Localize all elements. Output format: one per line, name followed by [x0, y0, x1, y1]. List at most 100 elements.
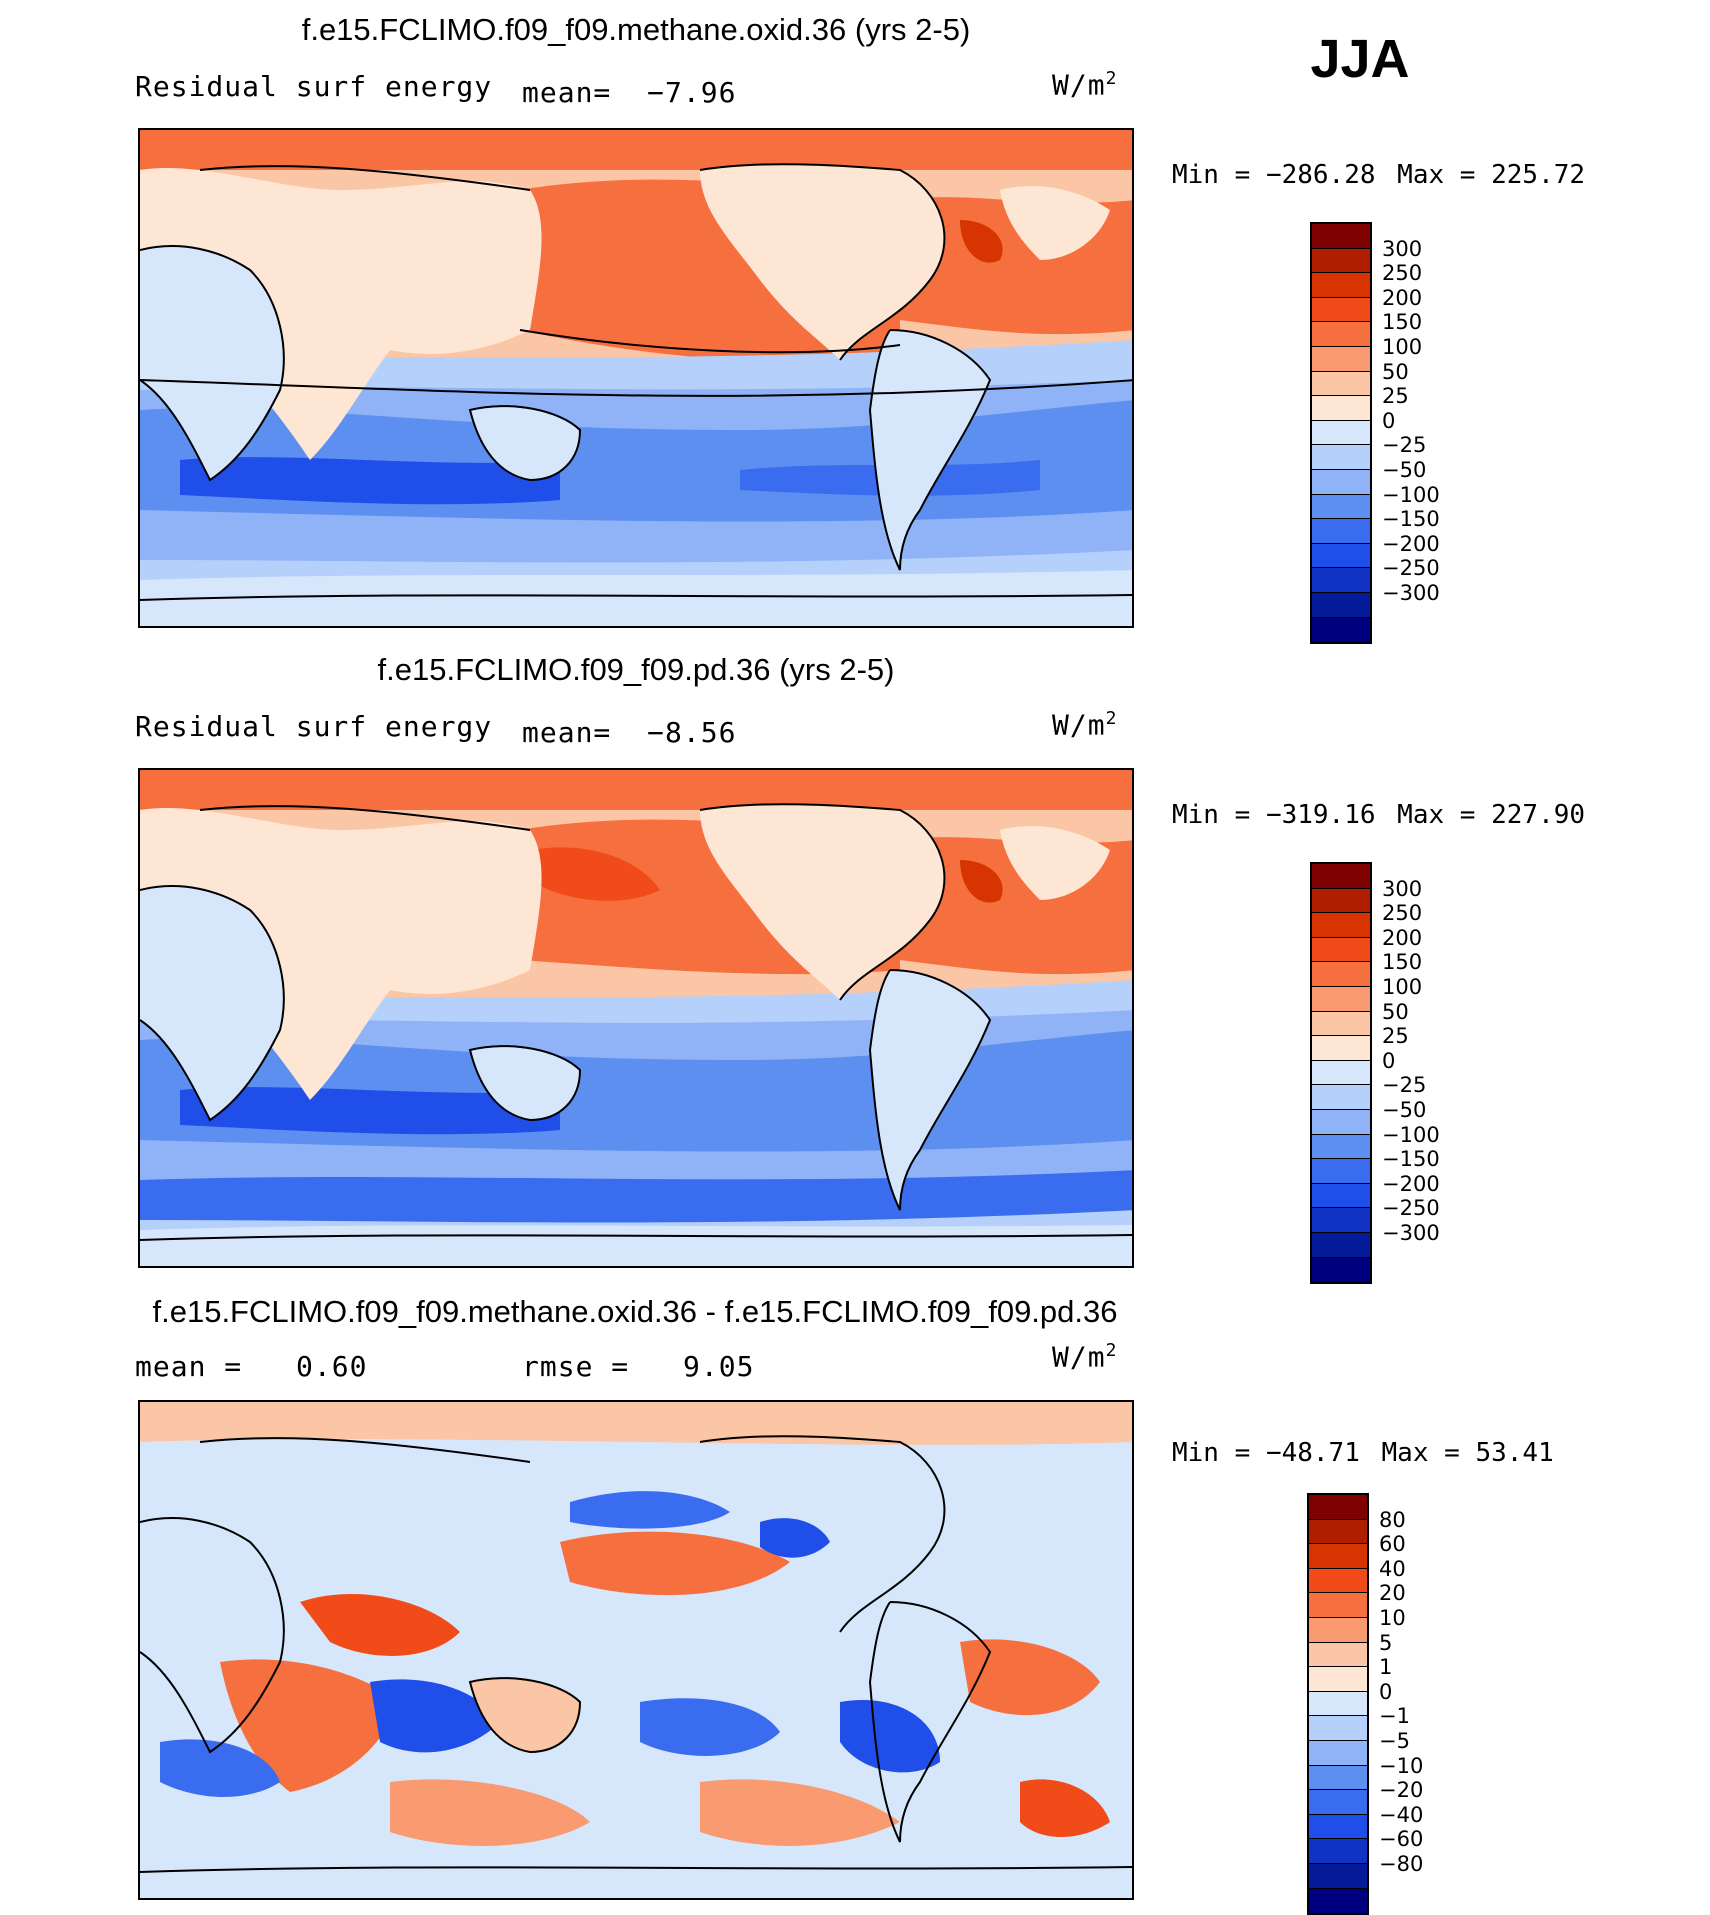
colorbar-swatch	[1312, 986, 1370, 1012]
mean-stat: mean= −8.56	[522, 716, 736, 749]
colorbar-swatch	[1309, 1740, 1367, 1766]
colorbar-swatch	[1309, 1667, 1367, 1692]
colorbar-swatch	[1312, 1208, 1370, 1233]
colorbar-tick-label: 1	[1379, 1655, 1393, 1680]
colorbar-tick-label: −100	[1382, 1122, 1440, 1147]
colorbar-tick-label: 200	[1382, 285, 1423, 310]
colorbar-swatch	[1312, 224, 1370, 249]
colorbar-swatch	[1312, 445, 1370, 470]
colorbar-swatch	[1312, 1060, 1370, 1086]
max-value: 227.90	[1491, 800, 1586, 830]
colorbar-swatches	[1310, 862, 1372, 1285]
rmse-stat: rmse = 9.05	[522, 1350, 754, 1383]
colorbar-tick-label: −60	[1379, 1827, 1424, 1852]
colorbar-swatch	[1312, 1109, 1370, 1135]
rmse-label: rmse =	[522, 1350, 630, 1383]
colorbar-tick-label: 0	[1382, 1048, 1396, 1073]
colorbar-tick-label: 150	[1382, 310, 1423, 335]
colorbar-swatch	[1309, 1765, 1367, 1791]
colorbar-swatch	[1312, 248, 1370, 274]
colorbar-swatch	[1312, 1159, 1370, 1184]
colorbar-swatch	[1309, 1568, 1367, 1594]
colorbar-tick-label: −100	[1382, 482, 1440, 507]
colorbar-swatch	[1309, 1593, 1367, 1618]
colorbar-tick-label: −50	[1382, 1098, 1427, 1122]
colorbar-tick-label: −50	[1382, 458, 1427, 482]
mean-stat: mean= −7.96	[522, 76, 736, 109]
colorbar-swatch	[1312, 1011, 1370, 1037]
colorbar-swatch	[1309, 1888, 1367, 1914]
colorbar-tick-label: 100	[1382, 975, 1423, 999]
colorbar-tick-label: 25	[1382, 384, 1409, 409]
colorbar-tick-label: −1	[1379, 1704, 1410, 1729]
min-label: Min =	[1172, 800, 1251, 830]
max-label: Max =	[1397, 160, 1476, 190]
panel-methane-oxid: f.e15.FCLIMO.f09_f09.methane.oxid.36 (yr…	[0, 0, 1710, 645]
mean-value: 0.60	[296, 1350, 368, 1383]
max-value: 53.41	[1475, 1438, 1554, 1468]
colorbar-swatch	[1309, 1839, 1367, 1864]
colorbar-swatch	[1312, 297, 1370, 323]
colorbar-tick-label: 10	[1379, 1606, 1406, 1630]
colorbar-tick-label: −250	[1382, 1196, 1440, 1221]
min-label: Min =	[1172, 1438, 1251, 1468]
units-label: W/m2	[1052, 1340, 1118, 1374]
max-value: 225.72	[1491, 160, 1586, 190]
mean-value: −8.56	[647, 716, 737, 749]
max-label: Max =	[1381, 1438, 1460, 1468]
season-title: JJA	[1310, 29, 1410, 89]
colorbar-tick-label: −200	[1382, 1171, 1440, 1196]
variable-label: Residual surf energy	[135, 70, 493, 103]
mean-value: −7.96	[647, 76, 737, 109]
colorbar-swatch	[1312, 322, 1370, 347]
colorbar-swatch	[1312, 420, 1370, 446]
colorbar-tick-label: 80	[1379, 1507, 1406, 1532]
colorbar-swatch	[1312, 1232, 1370, 1258]
colorbar-swatch	[1309, 1790, 1367, 1815]
colorbar-swatch	[1312, 617, 1370, 643]
colorbar-swatch	[1312, 371, 1370, 397]
max-label: Max =	[1397, 800, 1476, 830]
variable-label: Residual surf energy	[135, 710, 493, 743]
colorbar-swatch	[1309, 1716, 1367, 1741]
rmse-value: 9.05	[683, 1350, 755, 1383]
min-max-readout: Min = −319.16 Max = 227.90	[1172, 800, 1585, 830]
colorbar-tick-label: −25	[1382, 433, 1427, 458]
colorbar-tick-label: 200	[1382, 925, 1423, 950]
colorbar-tick-label: −300	[1382, 581, 1440, 605]
colorbar-tick-label: 300	[1382, 876, 1423, 901]
colorbar-tick-label: −5	[1379, 1729, 1410, 1753]
mean-label: mean=	[522, 76, 612, 109]
colorbar-tick-label: 250	[1382, 261, 1423, 286]
colorbar-swatch	[1312, 1257, 1370, 1283]
panel-difference: f.e15.FCLIMO.f09_f09.methane.oxid.36 - f…	[0, 1280, 1710, 1915]
colorbar-tick-label: −80	[1379, 1852, 1424, 1876]
colorbar-swatch	[1309, 1495, 1367, 1520]
colorbar-swatches	[1307, 1493, 1369, 1915]
colorbar-swatch	[1309, 1519, 1367, 1545]
colorbar-tick-label: −25	[1382, 1073, 1427, 1098]
colorbar-tick-label: −150	[1382, 507, 1440, 532]
panel-pd: f.e15.FCLIMO.f09_f09.pd.36 (yrs 2-5) Res…	[0, 640, 1710, 1285]
colorbar-tick-label: 50	[1382, 999, 1409, 1024]
units-label: W/m2	[1052, 68, 1118, 102]
world-map	[138, 768, 1134, 1268]
units-label: W/m2	[1052, 708, 1118, 742]
world-map	[138, 128, 1134, 628]
colorbar-swatch	[1312, 543, 1370, 569]
world-map	[138, 1400, 1134, 1900]
colorbar-tick-label: −10	[1379, 1753, 1424, 1778]
colorbar-swatch	[1312, 864, 1370, 889]
colorbar-tick-label: 300	[1382, 236, 1423, 261]
min-value: −319.16	[1265, 800, 1376, 830]
colorbar-tick-label: −200	[1382, 531, 1440, 556]
colorbar-tick-label: 0	[1382, 408, 1396, 433]
colorbar-tick-label: 20	[1379, 1581, 1406, 1606]
colorbar-swatch	[1312, 913, 1370, 938]
colorbar-swatch	[1309, 1617, 1367, 1643]
colorbar-swatch	[1312, 568, 1370, 593]
mean-label: mean =	[135, 1350, 243, 1383]
colorbar-swatch	[1312, 1036, 1370, 1061]
colorbar-tick-label: −20	[1379, 1778, 1424, 1803]
colorbar-swatch	[1312, 592, 1370, 618]
